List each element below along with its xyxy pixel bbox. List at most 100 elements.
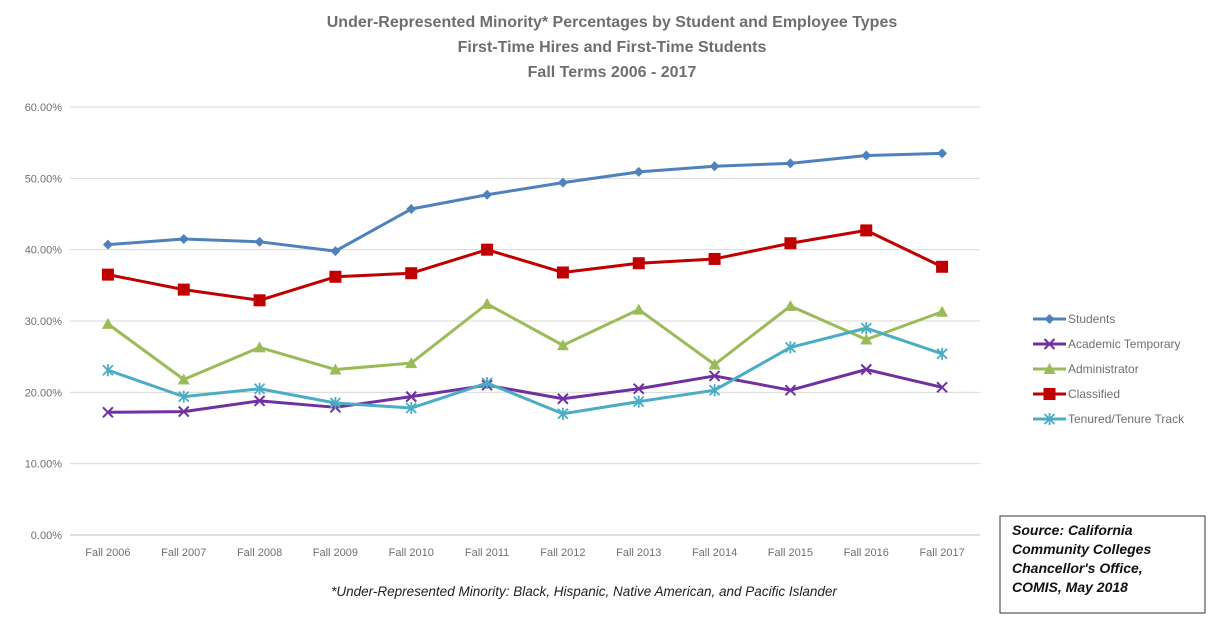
y-tick-label: 0.00% bbox=[31, 530, 62, 542]
data-point-marker bbox=[482, 189, 493, 200]
data-point-marker bbox=[936, 305, 949, 317]
marker-stroke bbox=[102, 406, 114, 419]
x-tick-label: Fall 2017 bbox=[919, 547, 964, 559]
legend-label: Administrator bbox=[1068, 362, 1139, 376]
data-point-marker bbox=[254, 236, 265, 247]
data-point-marker bbox=[633, 395, 645, 408]
data-point-marker bbox=[785, 158, 796, 169]
legend-label: Academic Temporary bbox=[1068, 337, 1181, 351]
series-lines bbox=[101, 148, 949, 420]
data-point-marker bbox=[253, 341, 266, 353]
legend-entry: Tenured/Tenure Track bbox=[1033, 412, 1185, 426]
y-tick-label: 60.00% bbox=[25, 102, 63, 114]
marker-stroke bbox=[936, 381, 948, 394]
data-point-marker bbox=[330, 246, 341, 257]
data-point-marker bbox=[1044, 314, 1055, 324]
data-point-marker bbox=[177, 373, 190, 385]
data-point-marker bbox=[481, 297, 494, 309]
series-students bbox=[102, 148, 948, 257]
data-point-marker bbox=[861, 150, 872, 161]
data-point-marker bbox=[709, 161, 720, 172]
data-point-marker bbox=[633, 166, 644, 177]
source-box-border bbox=[999, 515, 1206, 614]
data-point-marker bbox=[178, 233, 189, 244]
data-point-marker bbox=[784, 341, 797, 354]
data-point-marker bbox=[481, 377, 493, 390]
data-point-marker bbox=[556, 266, 569, 279]
data-point-marker bbox=[1043, 338, 1056, 350]
legend-label: Students bbox=[1068, 312, 1115, 326]
data-point-marker bbox=[481, 243, 494, 256]
data-point-marker bbox=[860, 322, 872, 335]
footnote: *Under-Represented Minority: Black, Hisp… bbox=[331, 584, 837, 599]
source-line-1: Source: California bbox=[1012, 522, 1133, 538]
chart-title-line-2: First-Time Hires and First-Time Students bbox=[458, 39, 767, 56]
data-point-marker bbox=[632, 257, 645, 270]
series-line bbox=[107, 302, 943, 381]
x-tick-label: Fall 2010 bbox=[389, 547, 434, 559]
legend-entry: Academic Temporary bbox=[1033, 337, 1181, 351]
data-point-marker bbox=[406, 204, 417, 215]
data-point-marker bbox=[102, 239, 113, 250]
data-point-marker bbox=[102, 364, 114, 377]
source-box: Source: California Community Colleges Ch… bbox=[999, 515, 1206, 614]
x-tick-label: Fall 2009 bbox=[313, 547, 358, 559]
data-point-marker bbox=[178, 405, 190, 418]
data-point-marker bbox=[784, 384, 797, 396]
data-point-marker bbox=[632, 303, 645, 315]
y-tick-label: 10.00% bbox=[25, 459, 63, 471]
series-line bbox=[107, 151, 943, 253]
marker-stroke bbox=[405, 390, 417, 403]
data-point-marker bbox=[936, 260, 949, 273]
source-line-3: Chancellor's Office, bbox=[1012, 560, 1143, 576]
data-point-marker bbox=[405, 267, 418, 280]
y-tick-label: 50.00% bbox=[25, 173, 63, 185]
grid-lines bbox=[70, 106, 980, 536]
data-point-marker bbox=[101, 317, 114, 329]
chart-title-group: Under-Represented Minority* Percentages … bbox=[327, 14, 898, 81]
y-tick-label: 20.00% bbox=[25, 387, 63, 399]
x-tick-label: Fall 2016 bbox=[844, 547, 889, 559]
marker-stroke bbox=[860, 363, 872, 376]
marker-stroke bbox=[557, 393, 569, 405]
series-line bbox=[107, 228, 943, 302]
series-line bbox=[107, 326, 943, 416]
x-tick-label: Fall 2006 bbox=[85, 547, 130, 559]
legend: Students Academic Temporary Administrator C… bbox=[1033, 312, 1185, 426]
marker-stroke bbox=[253, 395, 266, 407]
legend-entry: Students bbox=[1033, 312, 1115, 326]
data-point-marker bbox=[708, 370, 721, 382]
data-point-marker bbox=[1043, 363, 1056, 374]
data-point-marker bbox=[708, 252, 721, 265]
source-line-4: COMIS, May 2018 bbox=[1012, 579, 1128, 595]
data-point-marker bbox=[860, 224, 873, 237]
data-point-marker bbox=[556, 339, 569, 351]
data-point-marker bbox=[860, 333, 873, 345]
y-axis-tick-labels: 0.00% 10.00% 20.00% 30.00% 40.00% 50.00% 60.00… bbox=[25, 102, 63, 542]
data-point-marker bbox=[557, 407, 569, 420]
series-line bbox=[107, 368, 943, 414]
data-point-marker bbox=[708, 384, 721, 397]
marker-stroke bbox=[633, 383, 645, 395]
data-point-marker bbox=[860, 363, 872, 376]
y-tick-label: 40.00% bbox=[25, 245, 63, 257]
data-point-marker bbox=[178, 390, 190, 403]
data-point-marker bbox=[936, 381, 948, 394]
data-point-marker bbox=[101, 268, 114, 281]
data-point-marker bbox=[633, 383, 645, 395]
source-line-2: Community Colleges bbox=[1012, 541, 1151, 557]
data-point-marker bbox=[253, 294, 266, 307]
data-point-marker bbox=[784, 300, 797, 312]
series-administrator bbox=[101, 297, 949, 385]
series-classified bbox=[101, 224, 949, 307]
legend-entry: Classified bbox=[1033, 387, 1120, 401]
x-tick-label: Fall 2011 bbox=[465, 547, 509, 559]
x-tick-label: Fall 2014 bbox=[692, 547, 737, 559]
marker-stroke bbox=[178, 405, 190, 418]
data-point-marker bbox=[708, 358, 721, 370]
data-point-marker bbox=[557, 177, 568, 188]
data-point-marker bbox=[1043, 388, 1056, 400]
y-tick-label: 30.00% bbox=[25, 316, 63, 328]
data-point-marker bbox=[936, 347, 948, 360]
